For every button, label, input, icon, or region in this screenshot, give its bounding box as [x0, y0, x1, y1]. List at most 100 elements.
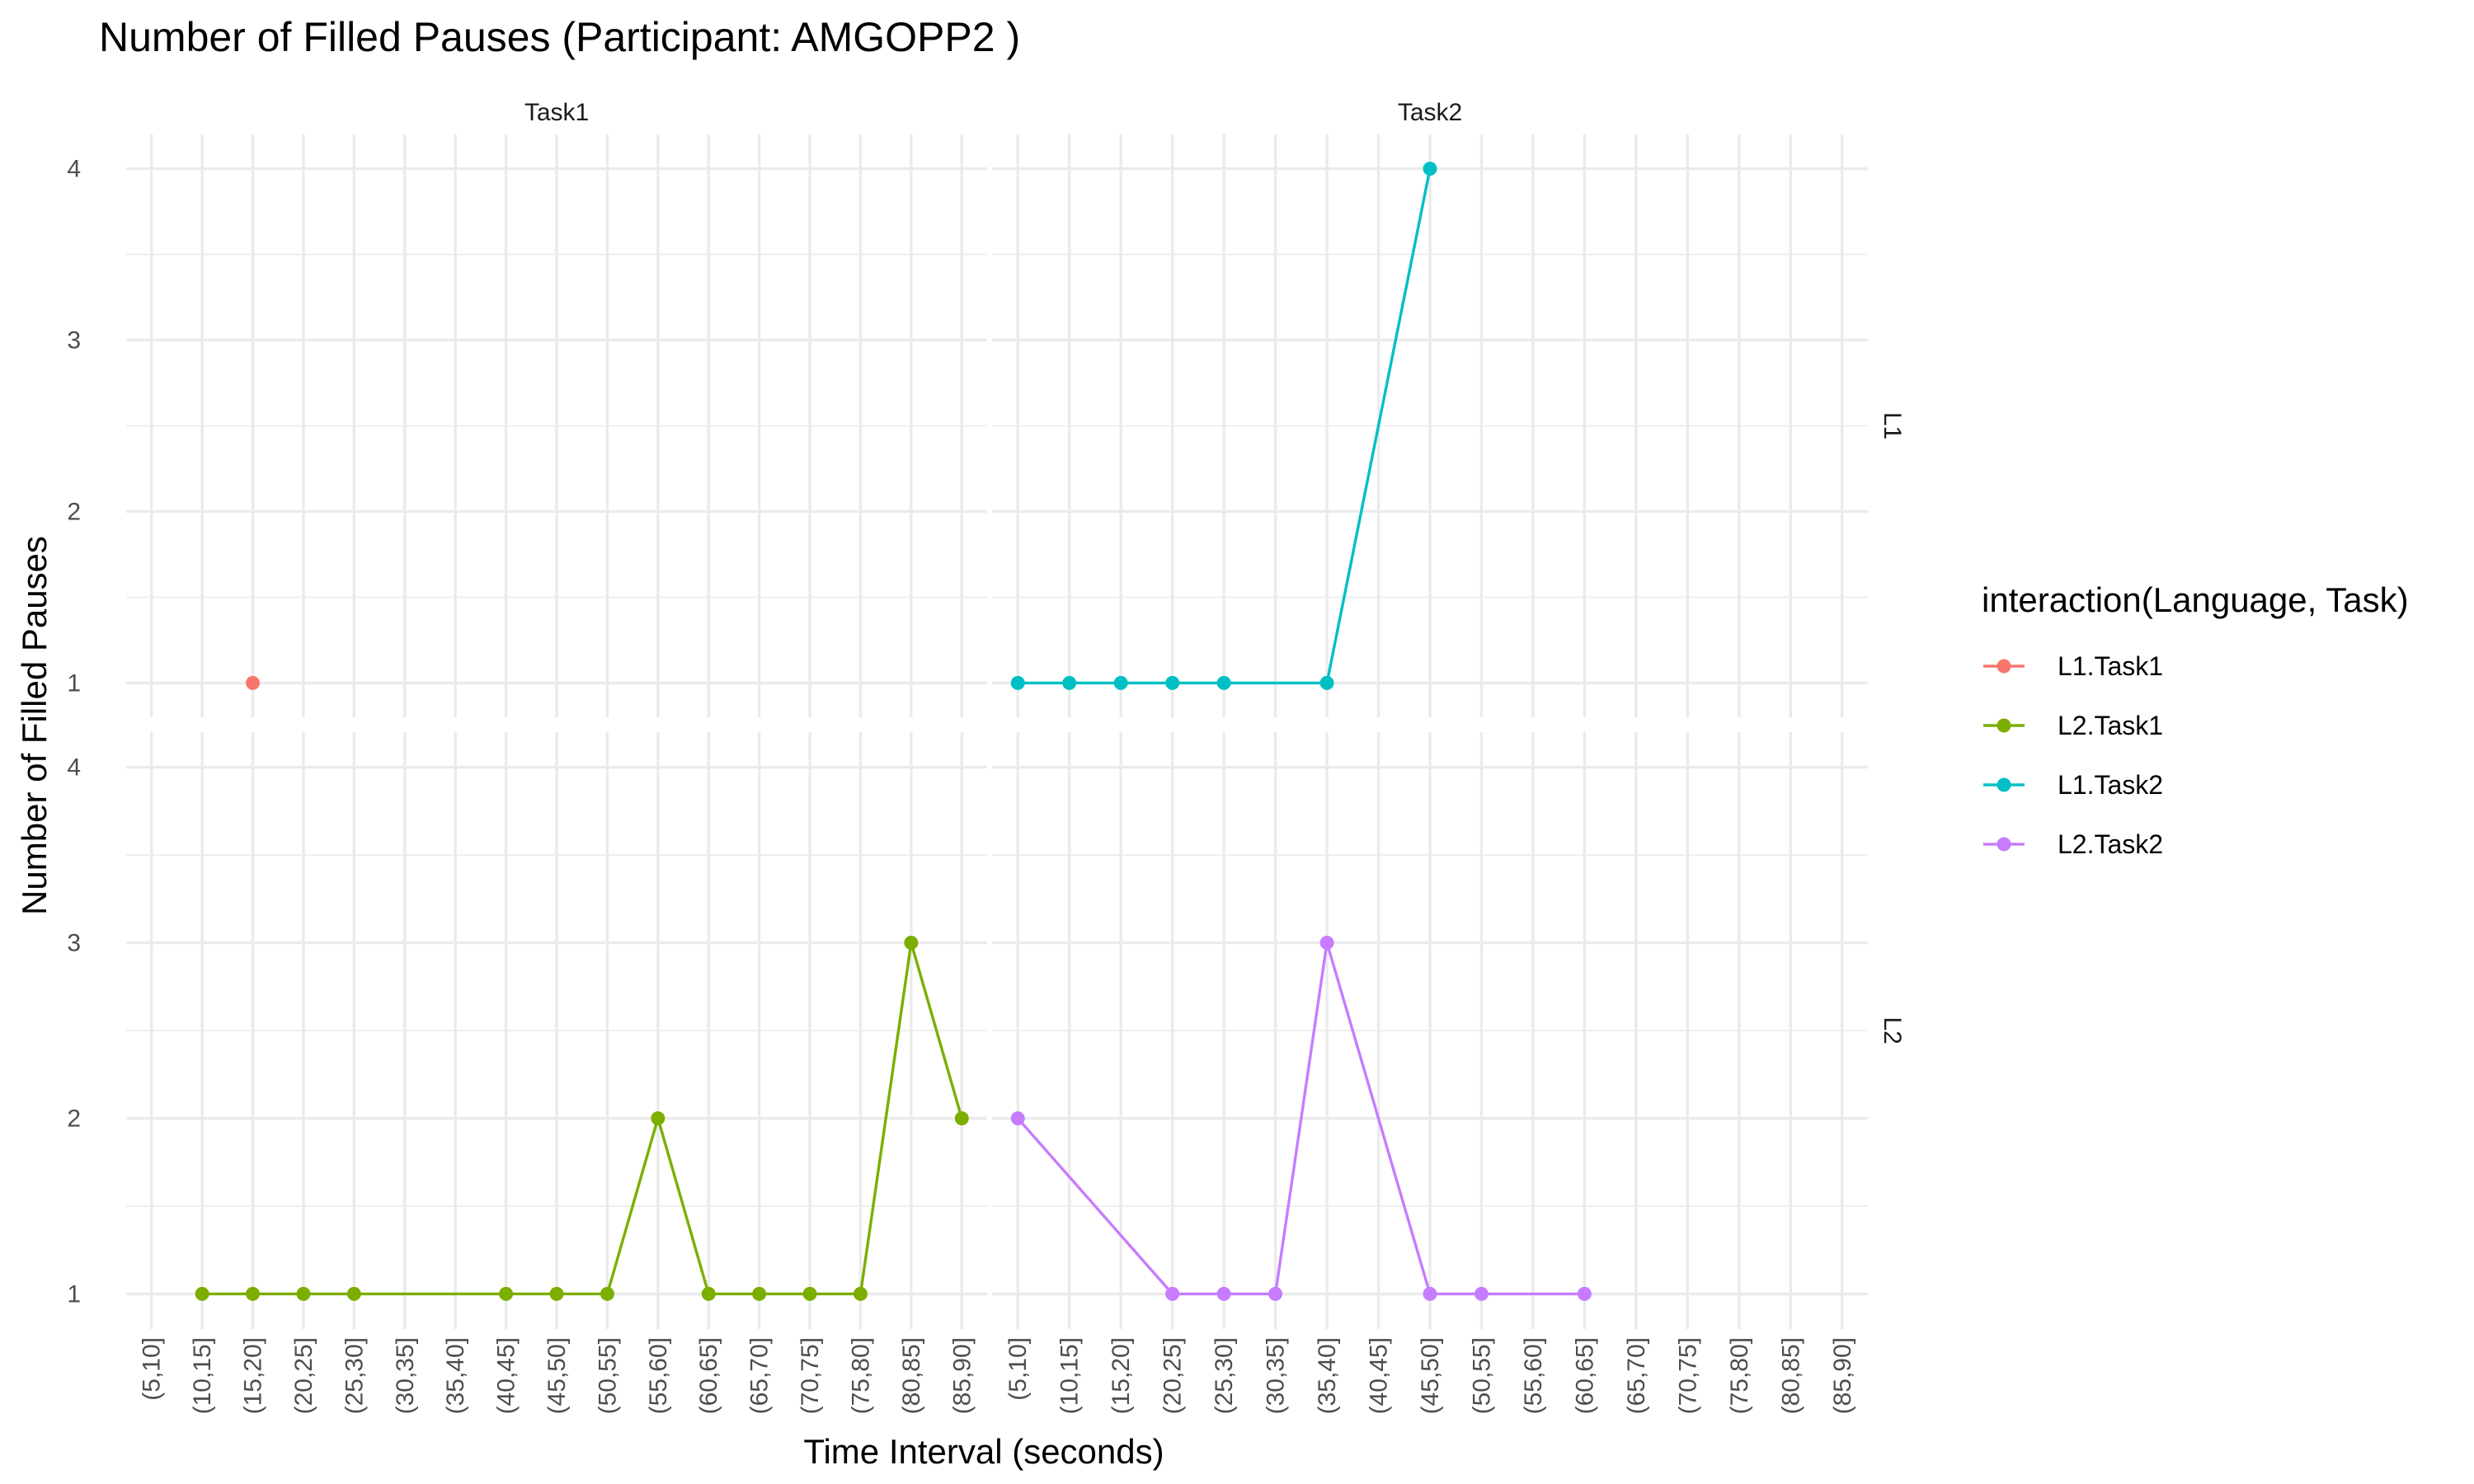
x-tick-label: (30,35] — [392, 1337, 419, 1414]
series-L2.Task1 — [195, 936, 969, 1301]
facet-label-L2: L2 — [1879, 1017, 1906, 1044]
x-tick-label: (85,90] — [1829, 1337, 1856, 1414]
legend-label: L2.Task2 — [2058, 829, 2163, 859]
x-tick-label: (80,85] — [898, 1337, 925, 1414]
x-tick-label: (50,55] — [594, 1337, 621, 1414]
legend-key-point — [1997, 659, 2011, 674]
x-tick-label: (40,45] — [493, 1337, 520, 1414]
series-L1.Task1 — [246, 675, 261, 690]
y-tick-label: 3 — [67, 930, 81, 957]
data-point-L1.Task2-(45,50] — [1423, 162, 1437, 176]
legend-label: L1.Task1 — [2058, 651, 2163, 681]
data-point-L2.Task1-(20,25] — [296, 1286, 311, 1301]
x-tick-label: (85,90] — [948, 1337, 976, 1414]
x-tick-label: (75,80] — [1726, 1337, 1753, 1414]
legend-label: L1.Task2 — [2058, 770, 2163, 800]
x-tick-label: (55,60] — [1520, 1337, 1547, 1414]
facet-label-Task1: Task1 — [524, 99, 589, 126]
data-point-L1.Task1-(15,20] — [246, 675, 261, 690]
data-point-L2.Task1-(45,50] — [549, 1286, 564, 1301]
data-point-L2.Task2-(45,50] — [1423, 1286, 1437, 1301]
data-point-L2.Task1-(80,85] — [904, 936, 919, 951]
x-tick-label: (20,25] — [1159, 1337, 1187, 1414]
legend: L1.Task1 L2.Task1 L1.Task2 L2.Task2 — [1983, 651, 2163, 859]
y-tick-label: 1 — [67, 1280, 81, 1308]
legend-key-point — [1997, 777, 2011, 792]
data-point-L1.Task2-(15,20] — [1113, 675, 1128, 690]
x-tick-label: (25,30] — [341, 1337, 368, 1414]
data-point-L1.Task2-(25,30] — [1216, 675, 1231, 690]
x-tick-label: (70,75] — [1674, 1337, 1701, 1414]
data-point-L2.Task1-(70,75] — [802, 1286, 817, 1301]
x-tick-label: (35,40] — [442, 1337, 469, 1414]
x-tick-label: (45,50] — [543, 1337, 571, 1414]
x-tick-label: (10,15] — [189, 1337, 216, 1414]
x-tick-label: (40,45] — [1366, 1337, 1393, 1414]
series-L2.Task2 — [1010, 936, 1592, 1301]
x-tick-label: (80,85] — [1777, 1337, 1804, 1414]
y-tick-label: 3 — [67, 327, 81, 355]
data-point-L2.Task1-(50,55] — [600, 1286, 614, 1301]
data-point-L2.Task2-(20,25] — [1165, 1286, 1180, 1301]
facet-panels — [126, 134, 1868, 1329]
series-line-L2.Task1 — [202, 941, 963, 1296]
data-point-L2.Task2-(5,10] — [1010, 1111, 1025, 1125]
facet-label-Task2: Task2 — [1398, 99, 1462, 126]
data-point-L2.Task2-(30,35] — [1268, 1286, 1283, 1301]
data-point-L2.Task1-(15,20] — [246, 1286, 261, 1301]
data-point-L2.Task1-(10,15] — [195, 1286, 209, 1301]
x-tick-label: (25,30] — [1211, 1337, 1238, 1414]
x-tick-label: (15,20] — [240, 1337, 267, 1414]
legend-key-point — [1997, 718, 2011, 733]
x-tick-label: (65,70] — [746, 1337, 774, 1414]
data-point-L1.Task2-(35,40] — [1319, 675, 1334, 690]
x-tick-label: (60,65] — [1571, 1337, 1598, 1414]
x-tick-label: (45,50] — [1417, 1337, 1444, 1414]
x-tick-label: (10,15] — [1056, 1337, 1084, 1414]
facet-label-L1: L1 — [1879, 412, 1906, 439]
chart-title: Number of Filled Pauses (Participant: AM… — [99, 14, 1020, 60]
data-point-L2.Task2-(60,65] — [1577, 1286, 1592, 1301]
legend-title: interaction(Language, Task) — [1982, 580, 2409, 619]
y-tick-label: 4 — [67, 754, 81, 782]
data-point-L1.Task2-(20,25] — [1165, 675, 1180, 690]
x-tick-label: (75,80] — [847, 1337, 874, 1414]
panel-L1-Task1 — [126, 134, 987, 717]
y-axis-title: Number of Filled Pauses — [15, 536, 54, 915]
data-point-L2.Task2-(50,55] — [1474, 1286, 1489, 1301]
x-tick-label: (5,10] — [139, 1337, 166, 1401]
x-tick-label: (5,10] — [1004, 1337, 1032, 1401]
data-point-L2.Task1-(65,70] — [752, 1286, 767, 1301]
data-point-L1.Task2-(10,15] — [1062, 675, 1077, 690]
series-L1.Task2 — [1010, 162, 1437, 690]
y-tick-label: 2 — [67, 1105, 81, 1132]
legend-item-L1.Task2: L1.Task2 — [1983, 770, 2163, 800]
y-tick-label: 1 — [67, 669, 81, 697]
data-point-L2.Task2-(35,40] — [1319, 936, 1334, 951]
legend-item-L1.Task1: L1.Task1 — [1983, 651, 2163, 681]
x-tick-label: (65,70] — [1623, 1337, 1650, 1414]
legend-item-L2.Task2: L2.Task2 — [1983, 829, 2163, 859]
data-point-L2.Task1-(75,80] — [853, 1286, 868, 1301]
x-tick-label: (50,55] — [1468, 1337, 1495, 1414]
series-line-L2.Task2 — [1016, 941, 1585, 1296]
data-point-L2.Task1-(55,60] — [651, 1111, 666, 1125]
legend-item-L2.Task1: L2.Task1 — [1983, 711, 2163, 740]
data-point-L2.Task1-(40,45] — [499, 1286, 514, 1301]
data-point-L2.Task1-(60,65] — [701, 1286, 716, 1301]
x-tick-label: (15,20] — [1108, 1337, 1135, 1414]
panel-L2-Task1 — [126, 732, 987, 1329]
x-tick-label: (20,25] — [290, 1337, 317, 1414]
x-tick-label: (35,40] — [1314, 1337, 1341, 1414]
x-tick-label: (70,75] — [797, 1337, 824, 1414]
x-tick-label: (30,35] — [1263, 1337, 1290, 1414]
x-axis-title: Time Interval (seconds) — [803, 1432, 1164, 1471]
data-point-L2.Task2-(25,30] — [1216, 1286, 1231, 1301]
y-tick-label: 2 — [67, 498, 81, 525]
panel-L2-Task2 — [992, 732, 1868, 1329]
panel-L1-Task2 — [992, 134, 1868, 717]
legend-label: L2.Task1 — [2058, 711, 2163, 740]
data-point-L1.Task2-(5,10] — [1010, 675, 1025, 690]
y-tick-label: 4 — [67, 156, 81, 183]
